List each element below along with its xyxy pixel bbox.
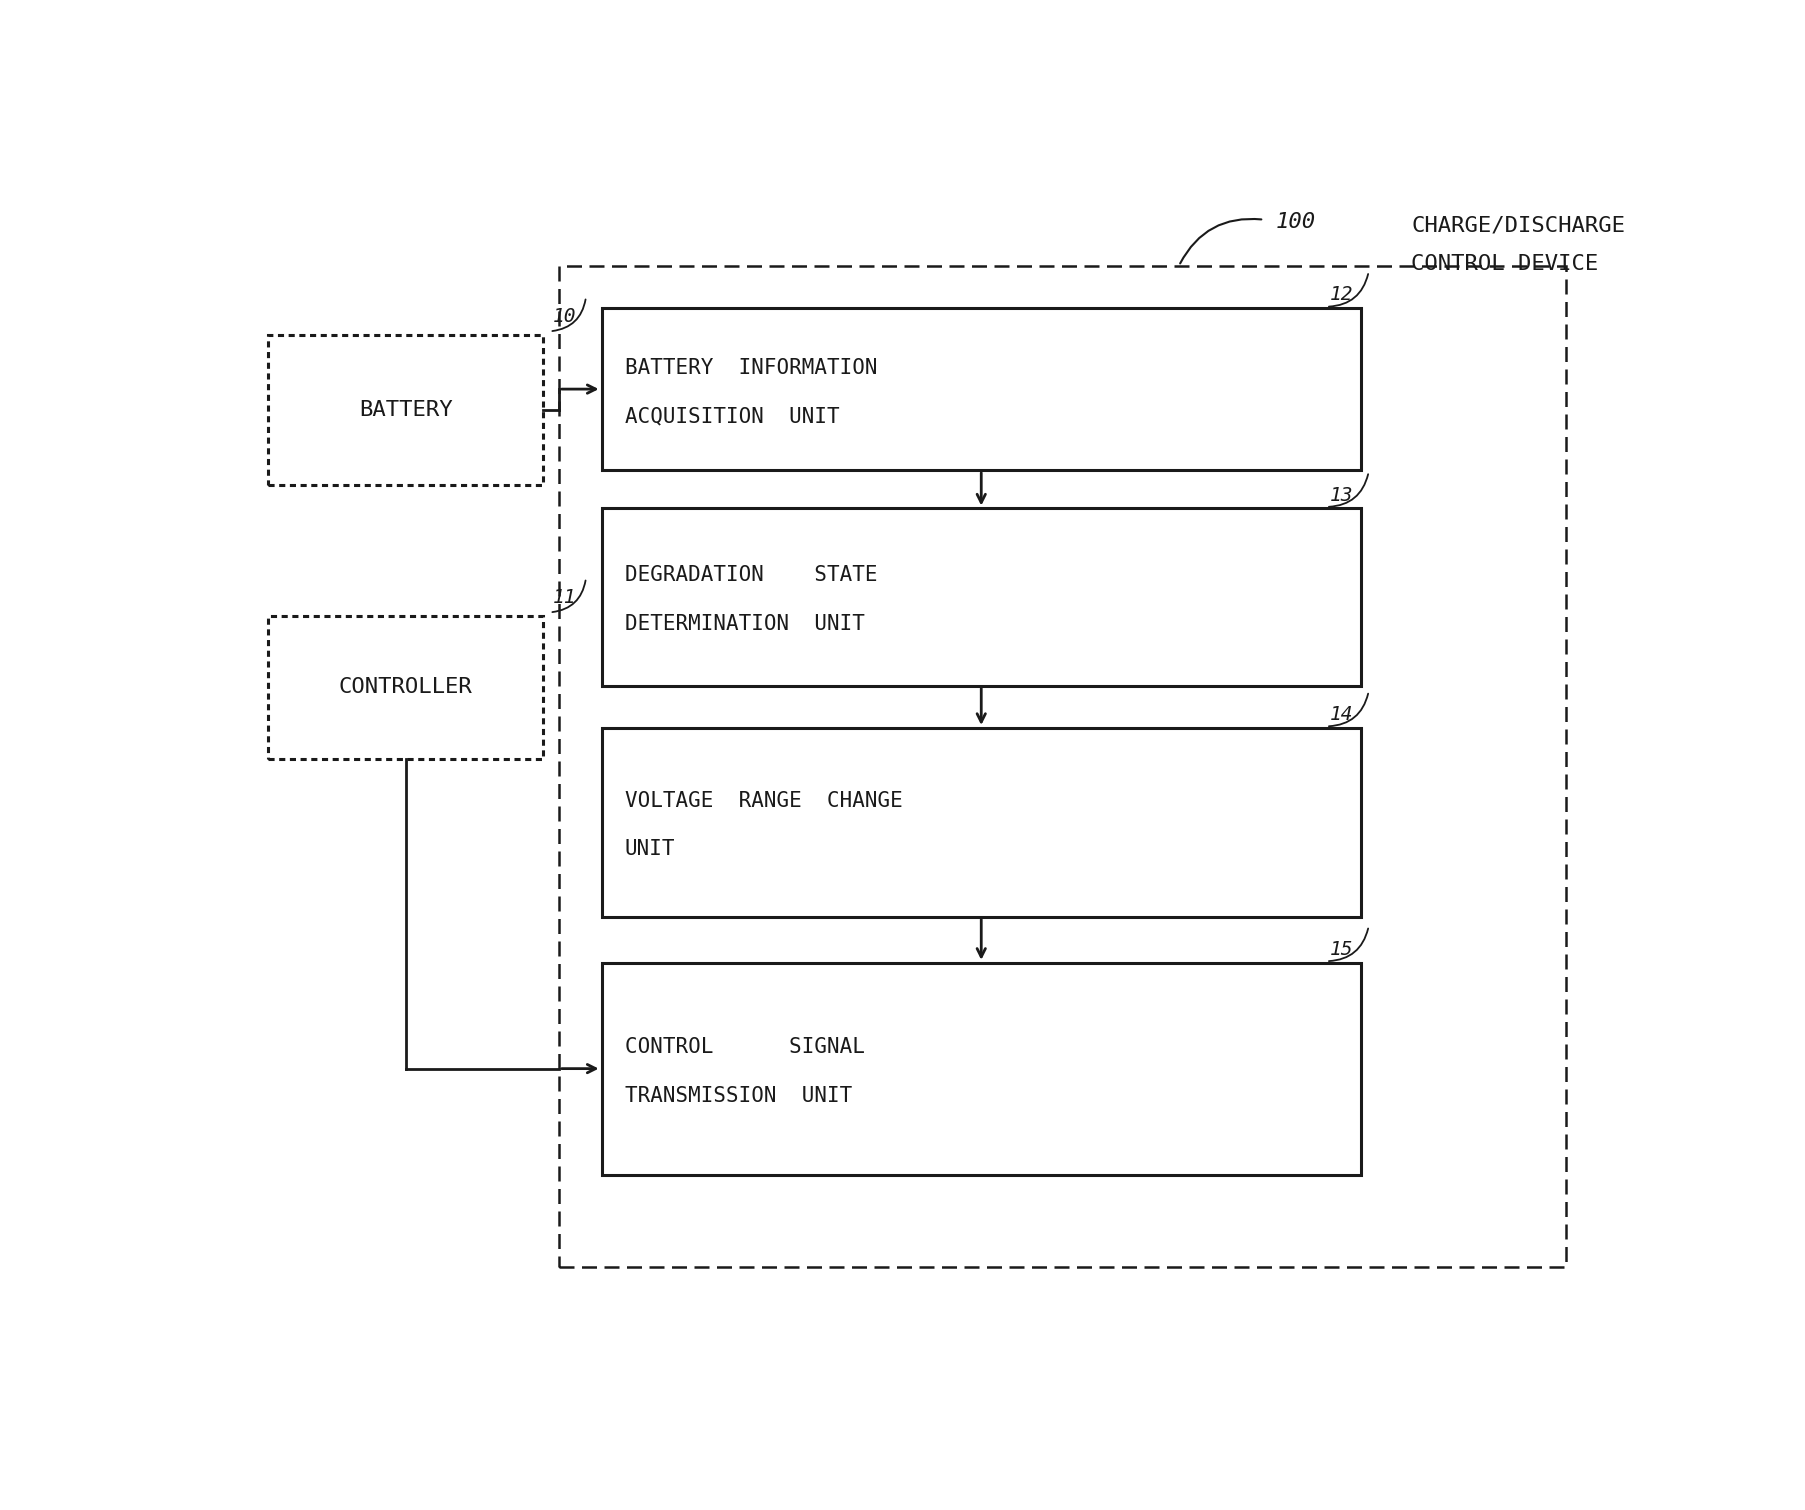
Text: CONTROLLER: CONTROLLER	[339, 678, 473, 698]
Text: 11: 11	[552, 587, 576, 607]
Text: DEGRADATION    STATE: DEGRADATION STATE	[625, 565, 877, 586]
Bar	[601, 308, 1361, 470]
Text: 100: 100	[1276, 211, 1316, 233]
Bar	[560, 266, 1567, 1267]
Text: VOLTAGE  RANGE  CHANGE: VOLTAGE RANGE CHANGE	[625, 791, 902, 811]
Bar	[601, 728, 1361, 917]
Text: CHARGE/DISCHARGE: CHARGE/DISCHARGE	[1412, 216, 1624, 236]
Bar	[269, 335, 543, 485]
Text: 15: 15	[1330, 939, 1354, 959]
Text: 14: 14	[1330, 705, 1354, 725]
Text: ACQUISITION  UNIT: ACQUISITION UNIT	[625, 406, 839, 426]
Text: DETERMINATION  UNIT: DETERMINATION UNIT	[625, 615, 865, 634]
Text: CONTROL DEVICE: CONTROL DEVICE	[1412, 254, 1599, 275]
Text: 13: 13	[1330, 486, 1354, 504]
Text: BATTERY  INFORMATION: BATTERY INFORMATION	[625, 358, 877, 378]
Text: BATTERY: BATTERY	[359, 400, 453, 420]
Bar	[601, 509, 1361, 686]
Text: CONTROL      SIGNAL: CONTROL SIGNAL	[625, 1037, 865, 1057]
Text: 12: 12	[1330, 285, 1354, 305]
Text: TRANSMISSION  UNIT: TRANSMISSION UNIT	[625, 1086, 852, 1105]
Text: UNIT: UNIT	[625, 840, 675, 859]
Bar	[601, 963, 1361, 1175]
Text: 10: 10	[552, 307, 576, 326]
Bar	[269, 616, 543, 758]
